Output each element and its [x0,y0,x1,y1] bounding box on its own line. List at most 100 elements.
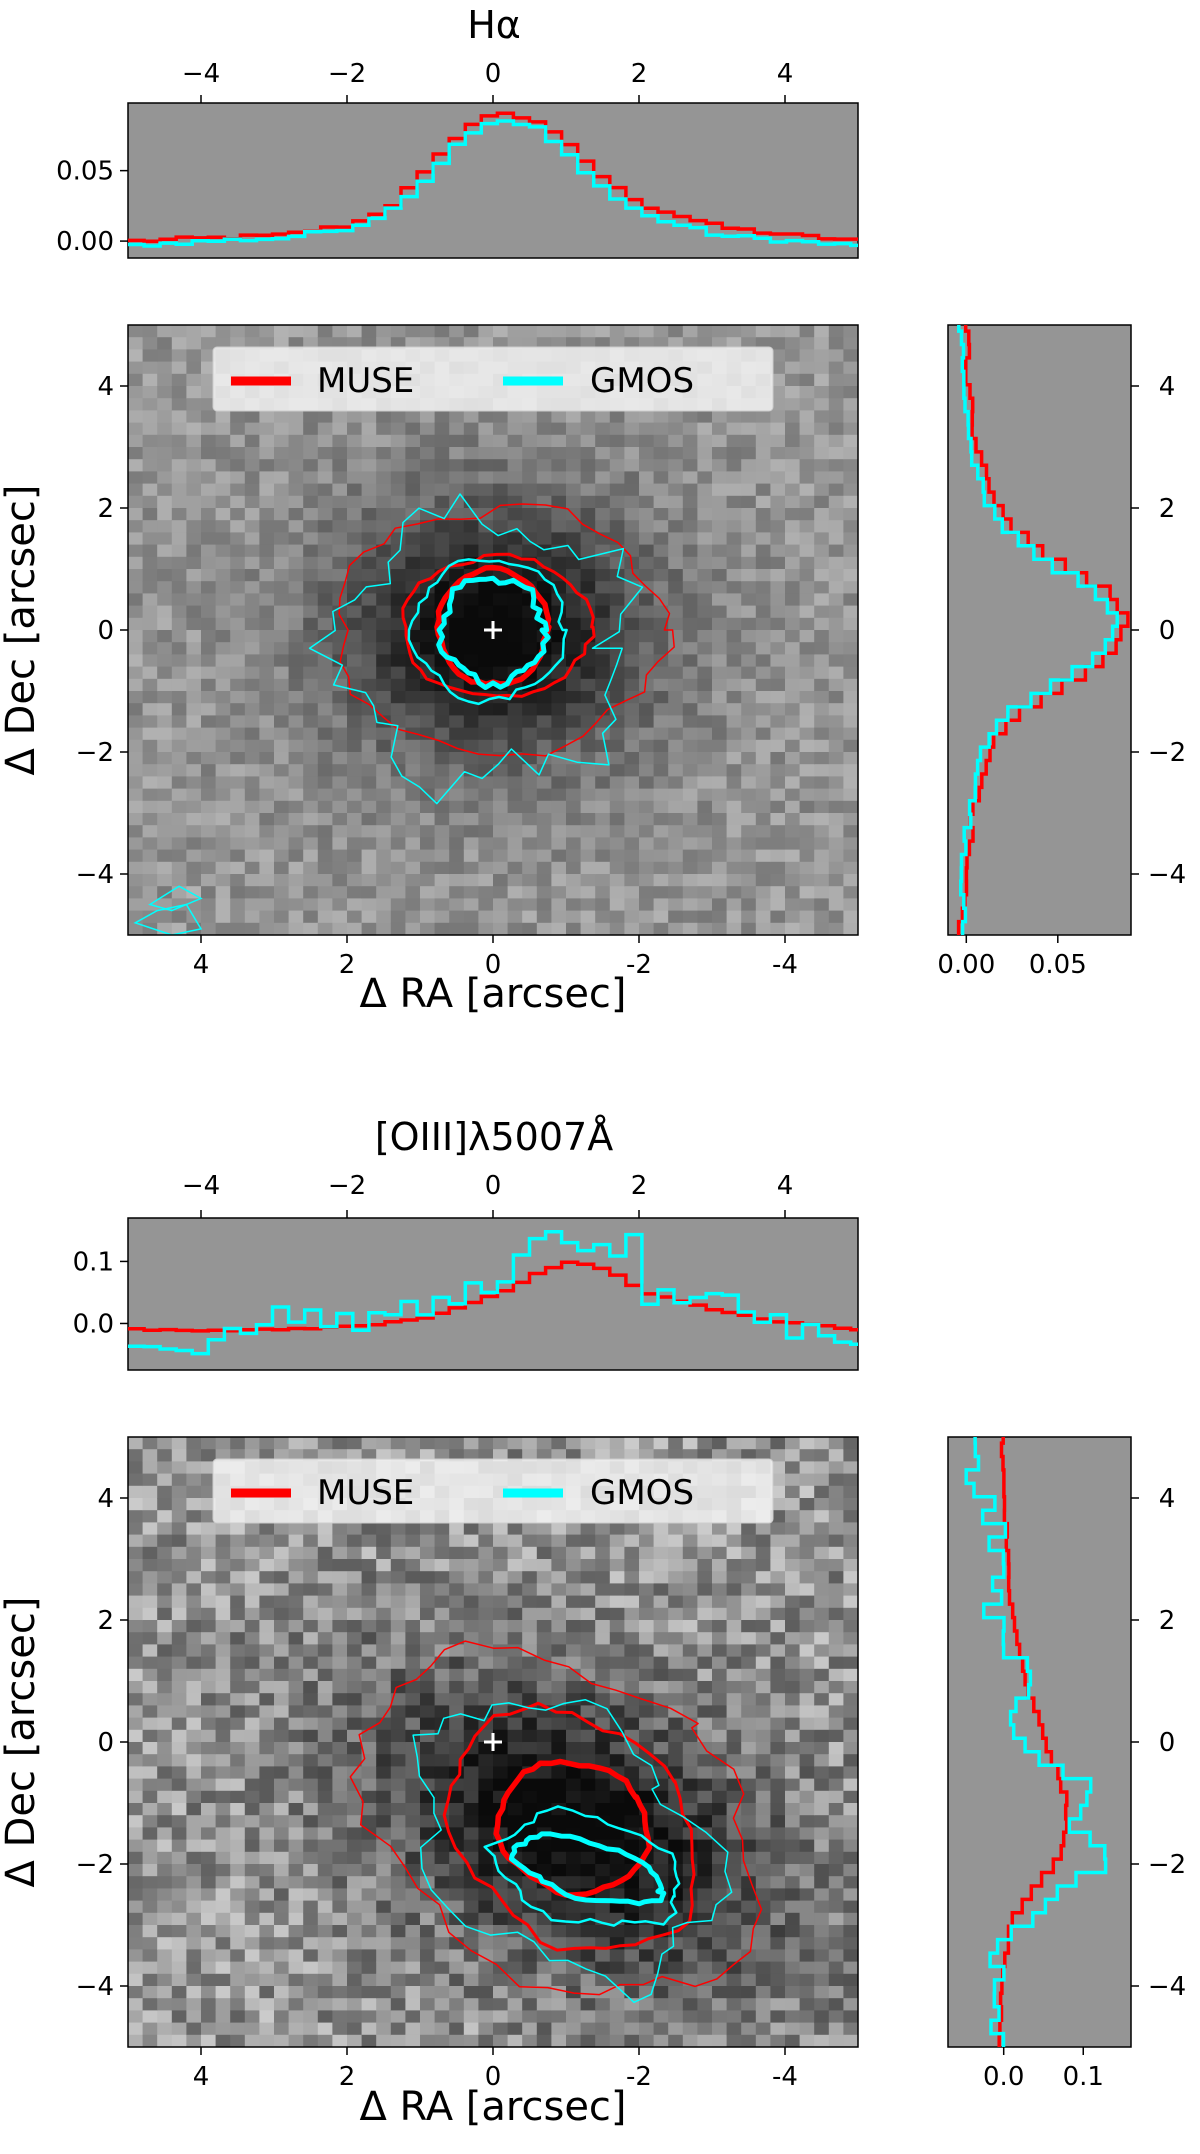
image-pixel [288,495,304,509]
image-pixel [142,410,158,424]
image-pixel [347,471,363,485]
image-pixel [332,691,348,704]
image-pixel [463,422,479,436]
image-pixel [244,849,260,863]
image-pixel [755,1864,771,1877]
image-pixel [463,739,479,753]
image-pixel [142,2010,158,2024]
image-pixel [303,861,319,875]
image-pixel [770,1559,786,1572]
image-pixel [726,605,742,619]
image-pixel [186,1851,202,1865]
image-pixel [755,1693,771,1706]
image-pixel [376,752,392,765]
image-pixel [434,1876,450,1889]
image-pixel [274,910,290,924]
image-pixel [332,825,348,838]
right-xtick-label: 0.05 [1029,950,1087,980]
image-pixel [332,1668,348,1682]
image-pixel [799,617,815,631]
image-pixel [478,581,494,594]
image-pixel [142,1827,158,1841]
image-pixel [478,1693,494,1706]
image-pixel [755,1827,771,1841]
image-pixel [215,874,231,887]
image-pixel [128,2022,144,2036]
image-pixel [609,1888,625,1902]
image-pixel [274,1681,290,1694]
image-pixel [376,1693,392,1706]
image-pixel [493,617,509,631]
image-pixel [420,1900,436,1914]
image-pixel [215,1729,231,1743]
image-pixel [639,508,655,521]
image-pixel [814,556,830,570]
image-pixel [332,483,348,497]
image-pixel [420,410,436,424]
image-pixel [522,1888,538,1902]
image-pixel [697,1912,713,1926]
image-pixel [712,1937,728,1950]
image-pixel [507,1522,523,1536]
image-pixel [171,1571,187,1584]
image-pixel [536,1583,552,1597]
image-pixel [653,1437,669,1450]
image-pixel [332,630,348,643]
image-pixel [741,1595,757,1609]
image-pixel [405,1961,421,1975]
image-pixel [215,2022,231,2036]
image-pixel [770,1815,786,1828]
image-pixel [770,1522,786,1536]
image-pixel [142,434,158,448]
image-pixel [682,1595,698,1609]
image-pixel [682,630,698,643]
image-pixel [536,898,552,912]
image-pixel [317,825,333,838]
image-pixel [770,837,786,851]
image-pixel [770,1729,786,1743]
image-pixel [288,1595,304,1609]
image-pixel [726,666,742,680]
image-pixel [157,1766,173,1780]
image-pixel [303,1742,319,1755]
image-pixel [741,886,757,899]
image-pixel [215,1986,231,1999]
image-pixel [726,1851,742,1865]
image-pixel [551,532,567,546]
image-pixel [230,1986,246,1999]
image-pixel [726,1986,742,1999]
image-pixel [142,1583,158,1597]
image-pixel [157,1607,173,1621]
image-pixel [843,910,858,924]
image-pixel [726,837,742,851]
image-pixel [478,715,494,729]
image-pixel [288,1986,304,1999]
image-pixel [317,1644,333,1658]
image-pixel [755,1925,771,1938]
image-pixel [347,520,363,533]
image-pixel [317,1949,333,1963]
image-pixel [799,1473,815,1487]
image-pixel [668,1803,684,1816]
image-pixel [215,1912,231,1926]
image-pixel [799,800,815,814]
image-pixel [463,642,479,655]
image-pixel [668,410,684,424]
image-pixel [157,1925,173,1938]
image-pixel [814,1571,830,1584]
image-pixel [624,1815,640,1828]
image-pixel [697,1583,713,1597]
image-pixel [697,1815,713,1828]
image-pixel [128,825,144,838]
image-pixel [259,886,275,899]
image-pixel [274,1839,290,1853]
image-pixel [828,605,844,619]
image-pixel [507,1986,523,1999]
image-pixel [697,2034,713,2047]
image-pixel [405,459,421,472]
image-pixel [785,459,801,472]
image-pixel [317,544,333,558]
image-pixel [420,459,436,472]
image-pixel [639,1571,655,1584]
image-pixel [434,2022,450,2036]
